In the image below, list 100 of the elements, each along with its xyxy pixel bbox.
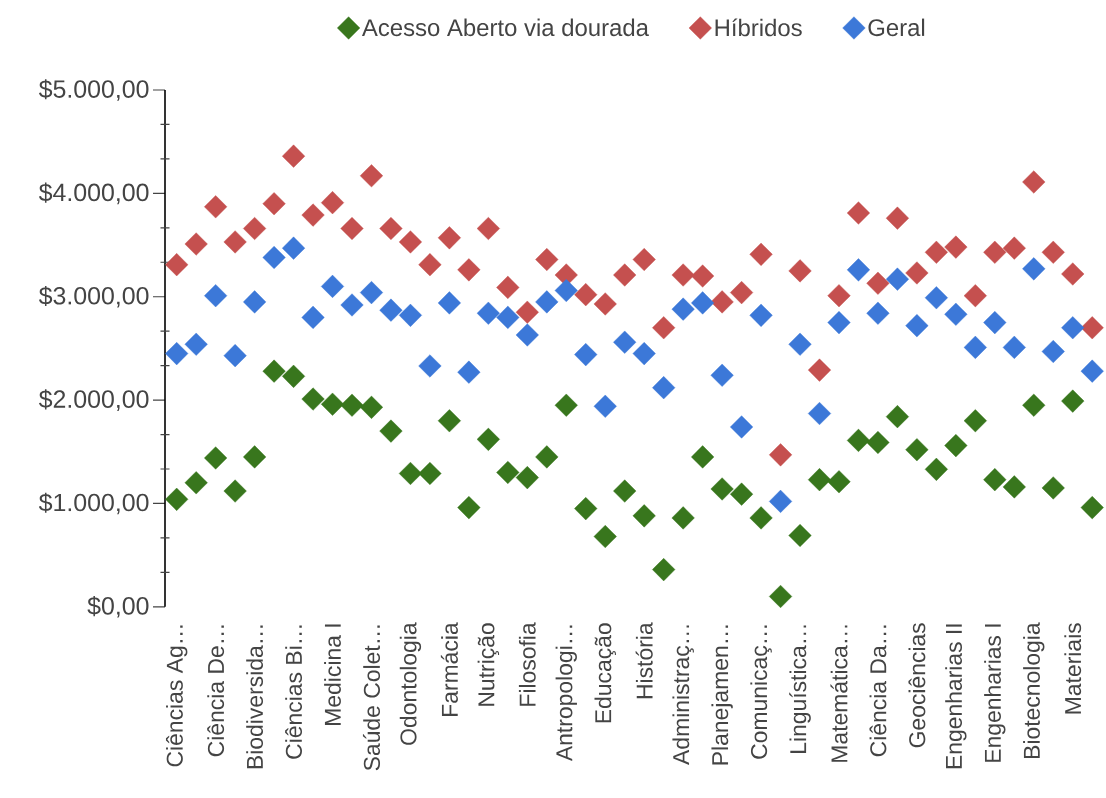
x-tick-label: Engenharias II	[945, 624, 967, 769]
point	[554, 279, 578, 303]
point	[554, 393, 578, 417]
point	[1002, 475, 1026, 499]
point	[574, 283, 598, 307]
point	[769, 489, 793, 513]
point	[905, 314, 929, 338]
point	[1061, 262, 1085, 286]
x-tick-label: Farmácia	[440, 622, 458, 716]
point	[652, 558, 676, 582]
point	[398, 303, 422, 327]
x-tick-label: Materiais	[1064, 623, 1082, 714]
point	[165, 487, 189, 511]
point	[262, 359, 286, 383]
point	[963, 409, 987, 433]
point	[1061, 389, 1085, 413]
point	[321, 274, 345, 298]
point	[924, 240, 948, 264]
point	[184, 332, 208, 356]
x-tick-label: Geociências	[908, 623, 926, 748]
x-tick-label: Linguística…	[789, 625, 811, 753]
x-tick-label: Biotecnologia	[1023, 622, 1045, 759]
y-tick-label: $5.000,00	[38, 79, 149, 101]
point	[262, 245, 286, 269]
point	[963, 335, 987, 359]
point	[515, 300, 539, 324]
point	[1080, 496, 1104, 520]
x-tick-label: Ciências Bi…	[285, 625, 303, 759]
point	[1080, 359, 1104, 383]
point	[457, 360, 481, 384]
point	[574, 497, 598, 521]
point	[846, 258, 870, 282]
point	[340, 293, 364, 317]
point	[730, 281, 754, 305]
point	[632, 342, 656, 366]
point	[924, 457, 948, 481]
x-tick-label: Saúde Colet…	[362, 625, 381, 771]
point	[1002, 335, 1026, 359]
point	[184, 471, 208, 495]
point	[437, 291, 461, 315]
point	[301, 387, 325, 411]
point	[593, 525, 617, 549]
point	[944, 302, 968, 326]
point	[418, 461, 442, 485]
point	[496, 275, 520, 299]
point	[866, 271, 890, 295]
point	[282, 144, 306, 168]
point	[1022, 393, 1046, 417]
point	[710, 363, 734, 387]
point	[204, 195, 228, 219]
x-tick-label: Matemática…	[830, 625, 848, 762]
point	[418, 253, 442, 277]
point	[808, 358, 832, 382]
point	[691, 291, 715, 315]
point	[574, 343, 598, 367]
point	[749, 303, 773, 327]
point	[593, 292, 617, 316]
point	[340, 217, 364, 241]
point	[808, 468, 832, 492]
point	[905, 438, 929, 462]
point	[476, 427, 500, 451]
point	[808, 402, 832, 426]
point	[301, 305, 325, 329]
point	[476, 301, 500, 325]
point	[632, 504, 656, 528]
point	[827, 311, 851, 335]
x-tick-label: Antropologi…	[555, 625, 577, 762]
point	[613, 263, 637, 287]
point	[184, 232, 208, 256]
point	[515, 466, 539, 490]
point	[749, 506, 773, 530]
x-tick-label: Ciências Ag…	[165, 625, 188, 767]
x-tick-label: Biodiversida…	[246, 625, 264, 769]
x-tick-label: Engenharias I	[984, 624, 1006, 762]
point	[359, 281, 383, 305]
x-tick-label: Ciência De…	[207, 625, 225, 757]
x-tick-label: Filosofia	[518, 622, 536, 706]
point	[924, 286, 948, 310]
point	[359, 395, 383, 419]
point	[1022, 170, 1046, 194]
point	[535, 248, 559, 272]
point	[788, 332, 812, 356]
point	[671, 263, 695, 287]
point	[691, 264, 715, 288]
point	[1002, 236, 1026, 260]
y-tick-label: $3.000,00	[38, 285, 149, 308]
point	[769, 443, 793, 467]
x-tick-label: Odontologia	[399, 622, 422, 745]
legend-label: Acesso Aberto via dourada	[361, 18, 649, 37]
point	[1022, 257, 1046, 281]
point	[827, 470, 851, 494]
point	[788, 523, 812, 547]
point	[457, 496, 481, 520]
point	[359, 164, 383, 188]
point	[398, 230, 422, 254]
point	[379, 298, 403, 322]
point	[418, 354, 442, 378]
point	[1041, 476, 1065, 500]
y-tick-label: $1.000,00	[38, 492, 149, 515]
y-tick-label: $2.000,00	[38, 389, 149, 411]
